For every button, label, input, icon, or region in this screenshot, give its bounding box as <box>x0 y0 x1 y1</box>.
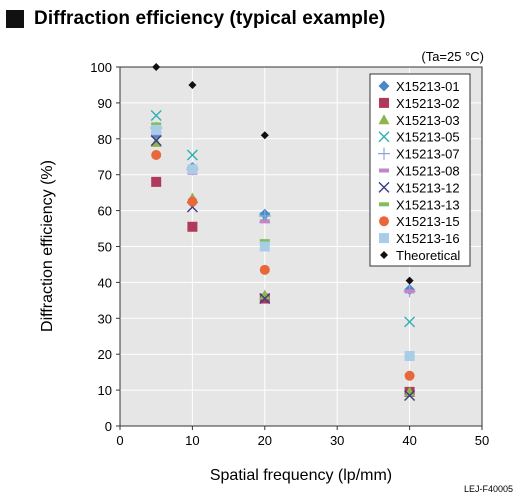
data-point <box>152 63 161 71</box>
y-tick-label: 100 <box>90 60 112 75</box>
data-point <box>151 122 162 127</box>
legend-marker <box>379 233 389 244</box>
series-Theoretical <box>152 63 414 285</box>
data-point <box>151 124 162 135</box>
data-point <box>186 149 198 161</box>
y-tick-label: 90 <box>98 96 112 111</box>
legend-marker <box>378 181 390 193</box>
legend-entry: X15213-13 <box>396 197 460 212</box>
legend-marker <box>378 114 390 125</box>
data-point <box>404 386 416 397</box>
data-point <box>404 370 415 381</box>
data-point <box>259 289 271 300</box>
chart-title: Diffraction efficiency (typical example) <box>34 8 386 29</box>
legend-entry: X15213-05 <box>396 130 460 145</box>
x-tick-label: 0 <box>116 433 123 448</box>
data-point <box>259 241 270 252</box>
data-point <box>259 264 270 275</box>
data-point <box>187 221 198 232</box>
data-point <box>188 80 197 89</box>
data-point <box>259 293 271 305</box>
heading-bullet-icon <box>6 10 24 28</box>
data-point <box>151 149 162 160</box>
legend-marker <box>379 168 389 173</box>
legend-marker <box>378 131 390 143</box>
data-point <box>187 164 198 175</box>
data-point <box>259 239 270 244</box>
y-tick-label: 10 <box>98 383 112 398</box>
x-axis-label: Spatial frequency (lp/mm) <box>210 467 392 484</box>
legend-entry: X15213-08 <box>396 164 460 179</box>
data-point <box>151 176 162 187</box>
x-tick-label: 40 <box>402 433 416 448</box>
data-point <box>187 196 198 207</box>
data-point <box>404 289 415 294</box>
legend-marker <box>379 202 389 207</box>
y-axis-label: Diffraction efficiency (%) <box>39 160 56 332</box>
data-point <box>405 276 414 285</box>
data-point <box>260 131 269 140</box>
legend-marker <box>380 251 388 259</box>
legend-entry: X15213-16 <box>396 231 460 246</box>
legend-marker <box>378 147 390 160</box>
x-tick-label: 10 <box>185 433 199 448</box>
y-tick-label: 20 <box>98 347 112 362</box>
legend-marker <box>379 216 389 227</box>
legend-entry: X15213-07 <box>396 147 460 162</box>
x-tick-label: 30 <box>330 433 344 448</box>
data-point <box>404 389 416 401</box>
condition-note: (Ta=25 °C) <box>421 49 484 64</box>
series-X15213-05 <box>150 109 416 328</box>
y-tick-label: 30 <box>98 311 112 326</box>
x-tick-label: 20 <box>258 433 272 448</box>
data-points <box>150 63 416 401</box>
x-tick-label: 50 <box>475 433 489 448</box>
legend-entry: X15213-03 <box>396 113 460 128</box>
series-X15213-15 <box>151 149 415 381</box>
x-axis-ticks: 0 10 20 30 40 50 <box>116 426 489 448</box>
legend-entry: X15213-12 <box>396 180 460 195</box>
data-point <box>404 316 416 328</box>
y-tick-label: 80 <box>98 132 112 147</box>
y-tick-label: 40 <box>98 275 112 290</box>
legend-entry: Theoretical <box>396 248 460 263</box>
data-point <box>150 135 162 147</box>
y-tick-label: 60 <box>98 204 112 219</box>
series-X15213-16 <box>151 124 415 361</box>
legend-entry: X15213-15 <box>396 214 460 229</box>
legend-entry: X15213-02 <box>396 96 460 111</box>
y-tick-label: 70 <box>98 168 112 183</box>
data-point <box>150 136 162 147</box>
data-point <box>259 219 270 224</box>
data-point <box>150 109 162 121</box>
data-point <box>404 350 415 361</box>
y-axis-ticks: 0 10 20 30 40 50 60 70 80 90 100 <box>90 60 120 434</box>
legend-entry: X15213-01 <box>396 79 460 94</box>
legend-marker <box>378 80 390 92</box>
document-code: LEJ-F40005 <box>464 484 513 494</box>
chart-heading: Diffraction efficiency (typical example) <box>6 4 385 34</box>
y-tick-label: 50 <box>98 240 112 255</box>
y-tick-label: 0 <box>105 419 112 434</box>
legend: X15213-01 X15213-02 X15213-03 X15213-05 X152… <box>369 73 471 267</box>
series-X15213-12 <box>150 135 416 401</box>
legend-marker <box>379 97 389 108</box>
